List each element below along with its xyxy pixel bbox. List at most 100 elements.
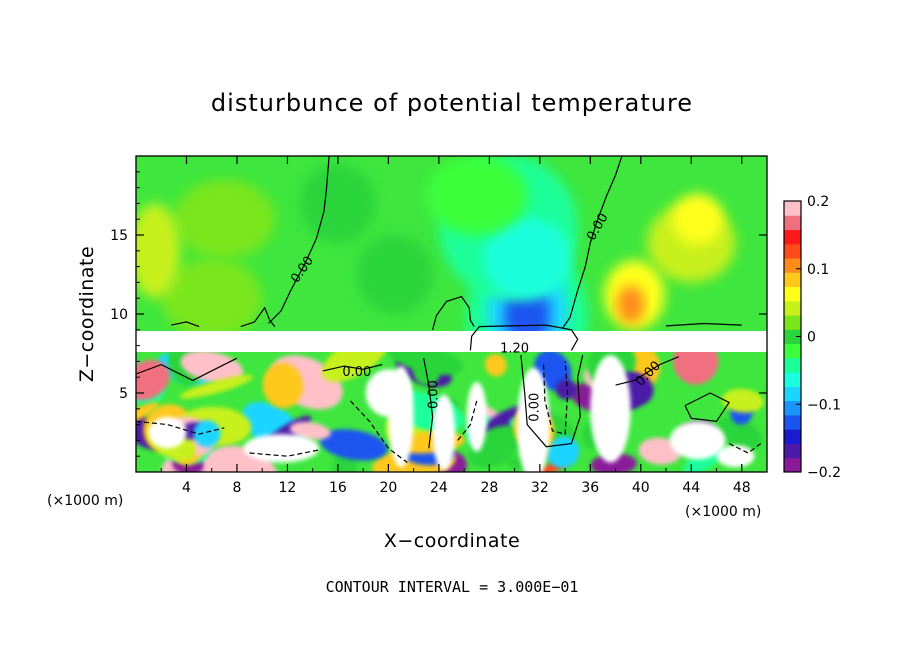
lower-white-patch	[669, 421, 726, 460]
colorbar-swatch	[784, 215, 801, 231]
colorbar-tick-label: −0.2	[807, 465, 841, 481]
lower-patch	[136, 359, 170, 401]
contour-line	[423, 358, 434, 449]
contour-interval-text: CONTOUR INTERVAL = 3.000E−01	[326, 578, 579, 596]
colorbar-swatch	[784, 201, 801, 216]
lower-field-patches	[136, 333, 767, 472]
contour-line	[350, 400, 408, 463]
contour-line	[249, 449, 320, 457]
y-tick-label: 5	[119, 386, 128, 402]
colorbar-swatch	[784, 429, 801, 444]
contour-line	[136, 420, 225, 435]
colorbar-swatch	[784, 372, 801, 387]
lower-patch	[546, 436, 580, 469]
upper-patch	[161, 258, 263, 338]
x-tick-label: 20	[379, 480, 397, 496]
contour-line	[562, 156, 623, 329]
contour-line	[520, 354, 584, 448]
colorbar-swatch	[784, 286, 801, 302]
colorbar-ticks: 0.2 0.1 0 −0.1 −0.2	[796, 194, 841, 481]
lower-patch	[484, 353, 507, 377]
contour-label: 1.20	[500, 341, 529, 356]
upper-patch	[136, 203, 181, 299]
chart-title: disturbunce of potential temperature	[211, 89, 693, 117]
upper-patch	[426, 156, 528, 235]
lower-white-patch	[466, 381, 487, 452]
x-tick-label: 48	[733, 480, 751, 496]
contour-line	[543, 361, 569, 435]
lower-patch	[590, 453, 637, 472]
upper-field-patches	[136, 156, 736, 389]
contour-line	[665, 322, 742, 327]
blank-band	[136, 331, 767, 352]
x-tick-label: 44	[682, 480, 700, 496]
lower-patch	[555, 379, 577, 400]
x-tick-label: 36	[581, 480, 599, 496]
colorbar-swatch	[784, 343, 801, 359]
upper-patch	[672, 193, 723, 245]
contour-line	[322, 364, 383, 372]
contour-label: 0.00	[527, 393, 542, 422]
y-axis-title: Z−coordinate	[76, 246, 98, 382]
colorbar-swatch	[784, 272, 801, 288]
colorbar-swatch	[784, 400, 801, 416]
contour-line	[615, 356, 679, 386]
colorbar-swatch	[784, 386, 801, 402]
colorbar-swatch	[784, 300, 801, 316]
contour-label: 0.00	[342, 365, 371, 380]
lower-white-patch	[517, 367, 550, 472]
upper-patch	[300, 163, 376, 243]
contour-line	[471, 324, 579, 351]
lower-white-patch	[148, 416, 187, 449]
lower-white-patch	[590, 355, 631, 463]
colorbar-swatch	[784, 258, 801, 273]
colorbar-swatch	[784, 357, 801, 373]
y-tick-label: 15	[110, 228, 128, 244]
lower-patch	[262, 362, 304, 409]
contour-label: 0.00	[426, 380, 441, 409]
x-tick-label: 40	[632, 480, 650, 496]
lower-patch	[193, 420, 221, 448]
x-unit-left: (×1000 m)	[47, 493, 123, 509]
contour-line	[432, 295, 475, 330]
upper-patch	[616, 285, 645, 324]
colorbar	[783, 200, 802, 473]
lower-white-patch	[243, 434, 319, 463]
lower-patch	[721, 388, 764, 413]
lower-patch	[319, 429, 388, 461]
contour-line	[469, 336, 473, 351]
x-tick-label: 4	[182, 480, 191, 496]
x-axis-title: X−coordinate	[384, 530, 520, 552]
lower-white-patch	[716, 445, 755, 468]
colorbar-tick-label: 0	[807, 330, 816, 346]
plot-area: 0.000.000.000.00 0.000.001.20	[136, 156, 767, 472]
colorbar-swatch	[784, 457, 801, 473]
y-axis-ticks: 5 10 15	[110, 171, 767, 457]
x-tick-label: 32	[531, 480, 549, 496]
contour-line	[240, 306, 276, 328]
contour-line	[136, 357, 238, 382]
x-tick-label: 12	[279, 480, 297, 496]
lower-white-patch	[365, 369, 412, 417]
x-tick-label: 8	[232, 480, 241, 496]
x-tick-label: 28	[480, 480, 498, 496]
upper-patch	[356, 235, 433, 314]
colorbar-tick-label: 0.1	[807, 262, 829, 278]
lower-patch	[289, 421, 331, 440]
contour-lines	[136, 156, 762, 463]
colorbar-swatch	[784, 329, 801, 345]
lower-patch	[179, 375, 253, 399]
contour-line	[457, 400, 478, 441]
colorbar-swatch	[784, 443, 801, 459]
lower-patch	[715, 417, 762, 451]
colorbar-tick-label: −0.1	[807, 397, 841, 413]
x-axis-ticks: 4 8 12 16 20 24 28 32 36 40 44 48	[160, 156, 751, 496]
colorbar-tick-label: 0.2	[807, 194, 829, 210]
colorbar-swatch	[784, 229, 801, 245]
lower-white-patch	[432, 394, 456, 471]
x-tick-label: 16	[329, 480, 347, 496]
contour-line	[171, 321, 200, 328]
x-unit-right: (×1000 m)	[685, 504, 761, 520]
colorbar-swatch	[784, 414, 801, 430]
